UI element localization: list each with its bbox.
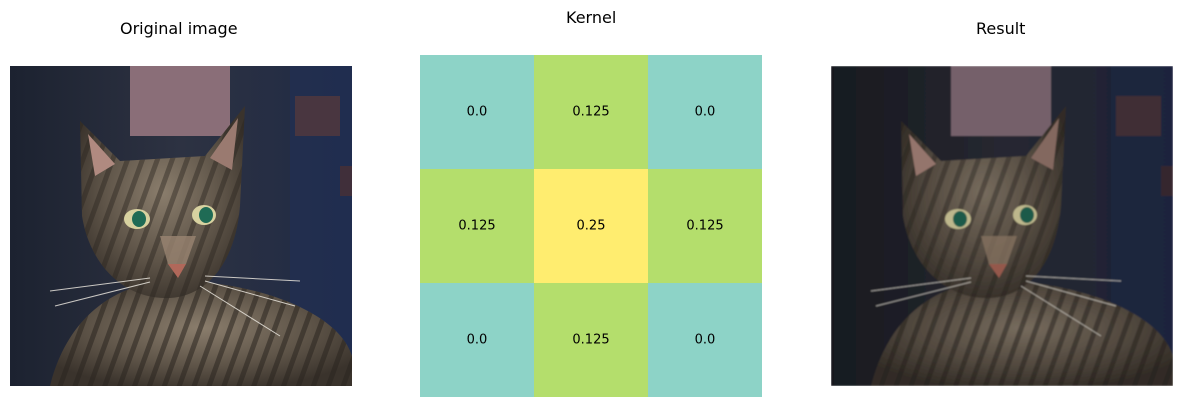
kernel-value-label-2-1: 0.125 [572,333,609,348]
cat-photo-result [831,66,1173,386]
kernel-cell-2-0 [420,283,535,397]
kernel-value-label-1-2: 0.125 [686,219,723,234]
kernel-value-label-2-2: 0.0 [695,333,716,348]
kernel-value-label-0-2: 0.0 [695,105,716,120]
kernel-cell-1-1 [534,169,649,284]
result-image [831,66,1173,386]
kernel-cell-0-0 [420,55,535,170]
kernel-cell-2-1 [534,283,649,397]
kernel-value-label-1-0: 0.125 [458,219,495,234]
kernel-value-label-1-1: 0.25 [577,219,606,234]
kernel-value-label-2-0: 0.0 [467,333,488,348]
kernel-heatmap: 0.0 0.125 0.0 0.125 0.25 0.125 0.0 0.125 0.0 [420,55,762,397]
kernel-cell-2-2 [648,283,762,397]
cat-photo-original [10,66,352,386]
kernel-title: Kernel [566,8,617,27]
kernel-cell-1-2 [648,169,762,284]
kernel-cell-0-2 [648,55,762,170]
kernel-cell-1-0 [420,169,535,284]
result-title: Result [976,19,1026,38]
original-image-title: Original image [120,19,238,38]
kernel-value-label-0-1: 0.125 [572,105,609,120]
kernel-cell-0-1 [534,55,649,170]
original-image [10,66,352,386]
kernel-value-label-0-0: 0.0 [467,105,488,120]
